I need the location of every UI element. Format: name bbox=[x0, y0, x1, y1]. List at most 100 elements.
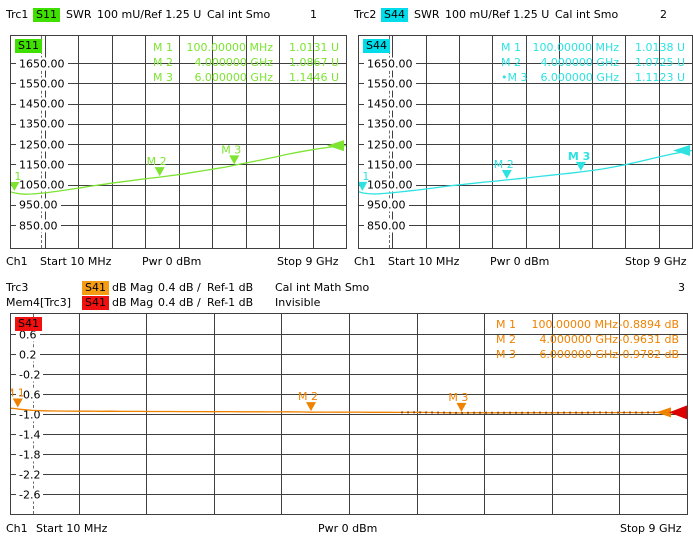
y-axis-tick-label: -0.2 bbox=[16, 368, 44, 381]
mem4-format: dB Mag bbox=[112, 296, 154, 309]
trace1-cal-status: Cal int Smo bbox=[207, 8, 271, 21]
marker-frequency: 100.00000 MHz bbox=[186, 41, 273, 54]
trc1-marker-M2-triangle[interactable] bbox=[154, 167, 165, 177]
trace2-power: Pwr 0 dBm bbox=[490, 255, 550, 268]
trc3-marker-M3-triangle[interactable] bbox=[456, 402, 467, 412]
gridline-horizontal bbox=[11, 103, 346, 105]
trc1-marker-M3-triangle[interactable] bbox=[229, 155, 240, 165]
mem4-visibility-status: Invisible bbox=[275, 296, 321, 309]
trc3-end-arrow-icon bbox=[656, 407, 671, 418]
trace1-format: SWR bbox=[66, 8, 92, 21]
trace3-stop-freq: Stop 9 GHz bbox=[620, 522, 682, 535]
mem4-name[interactable]: Mem4[Trc3] bbox=[6, 296, 71, 309]
trace3-plot-area: S41 0.6 0.2 -0.2 -0.6 -1.0 -1.4 -1.8 -2.2 -2.6 M … bbox=[10, 313, 688, 515]
marker-frequency: 4.000000 GHz bbox=[540, 56, 619, 69]
marker-frequency: 4.000000 GHz bbox=[539, 333, 618, 346]
gridline-horizontal bbox=[11, 374, 687, 375]
marker-value: 1.1123 U bbox=[634, 71, 685, 84]
channel3-number: 3 bbox=[678, 281, 685, 294]
mem4-scale: 0.4 dB / bbox=[158, 296, 201, 309]
marker-table-row: M 2 4.000000 GHz 1.0867 U bbox=[11, 56, 346, 71]
gridline-horizontal bbox=[359, 83, 692, 85]
y-axis-tick-label: 1550.00 bbox=[364, 77, 416, 91]
y-axis-tick-label: 1650.00 bbox=[16, 57, 68, 70]
gridline-horizontal bbox=[11, 454, 687, 455]
y-axis-tick-label: 1350.00 bbox=[16, 117, 68, 131]
marker-name: M 2 bbox=[153, 56, 173, 69]
marker-name: M 2 bbox=[496, 333, 516, 346]
gridline-vertical bbox=[245, 36, 247, 248]
mem4-param-badge[interactable]: S41 bbox=[82, 296, 109, 310]
trace3-param-badge[interactable]: S41 bbox=[82, 281, 109, 295]
marker-frequency: 100.00000 MHz bbox=[531, 318, 618, 331]
gridline-vertical bbox=[212, 36, 213, 248]
y-axis-tick-label: -1.8 bbox=[16, 448, 44, 461]
trc3-marker-M1-triangle[interactable] bbox=[12, 398, 23, 408]
trc2-marker-M3-triangle[interactable] bbox=[575, 161, 586, 171]
marker-frequency: 6.000000 GHz bbox=[539, 348, 618, 361]
gridline-vertical bbox=[145, 36, 146, 248]
trace2-format: SWR bbox=[414, 8, 440, 21]
trc2-trace-line bbox=[359, 149, 692, 195]
trace2-param-badge[interactable]: S44 bbox=[381, 8, 408, 22]
marker-table-row: M 3 6.000000 GHz 1.1446 U bbox=[11, 71, 346, 86]
marker-value: -0.8894 dB bbox=[618, 318, 679, 331]
gridline-horizontal bbox=[11, 474, 687, 475]
gridline-horizontal bbox=[359, 103, 692, 105]
trc1-marker-M1-triangle[interactable] bbox=[11, 181, 20, 191]
channel1-label: Ch1 bbox=[6, 255, 28, 268]
gridline-vertical bbox=[458, 36, 460, 248]
gridline-vertical bbox=[525, 36, 527, 248]
y-axis-tick-label: 1050.00 bbox=[364, 178, 416, 192]
mem4-ref: Ref-1 dB bbox=[207, 296, 254, 309]
trc1-marker-M3-label: M 3 bbox=[221, 143, 241, 156]
y-axis-tick-label: 1450.00 bbox=[364, 97, 416, 111]
gridline-horizontal bbox=[359, 144, 692, 145]
gridline-vertical bbox=[312, 36, 314, 248]
trc2-marker-M1-triangle[interactable] bbox=[359, 181, 368, 191]
y-axis-tick-label: 1050.00 bbox=[16, 178, 68, 192]
trace1-param-badge[interactable]: S11 bbox=[33, 8, 60, 22]
marker-name: M 3 bbox=[153, 71, 173, 84]
trc2-marker-M2-label: M 2 bbox=[494, 158, 514, 171]
marker-table-row: M 3 6.000000 GHz -0.9782 dB bbox=[11, 348, 687, 363]
trace2-plot-area: S44 1650.00 1550.00 1450.00 1350.00 1250.00 1… bbox=[358, 35, 693, 249]
y-axis-tick-label: 1250.00 bbox=[364, 138, 416, 151]
gridline-horizontal bbox=[11, 63, 346, 64]
trc3-trace-svg: M 1 M 2 M 3 bbox=[11, 386, 687, 420]
trc2-trace-svg: M 1 M 2 M 3 bbox=[359, 144, 692, 195]
trc3-marker-M3-label: M 3 bbox=[448, 391, 468, 404]
trace2-name[interactable]: Trc2 bbox=[354, 8, 377, 21]
trace1-ref: Ref 1.25 U bbox=[144, 8, 202, 21]
gridline-vertical bbox=[178, 36, 180, 248]
marker-frequency: 6.000000 GHz bbox=[194, 71, 273, 84]
gridline-horizontal bbox=[359, 63, 692, 64]
gridline-vertical bbox=[78, 36, 79, 248]
marker-table-row: M 2 4.000000 GHz -0.9631 dB bbox=[11, 333, 687, 348]
trc3-marker-M2-triangle[interactable] bbox=[306, 402, 317, 412]
gridline-horizontal bbox=[11, 394, 687, 395]
marker-table-row: M 1 100.00000 MHz 1.0138 U bbox=[359, 41, 692, 56]
trace2-ref: Ref 1.25 U bbox=[492, 8, 550, 21]
trc1-end-arrow-icon bbox=[327, 140, 344, 152]
trc2-marker-M2-triangle[interactable] bbox=[501, 169, 512, 179]
y-axis-tick-label: 1150.00 bbox=[364, 158, 416, 172]
gridline-horizontal bbox=[11, 414, 687, 415]
trace3-name[interactable]: Trc3 bbox=[6, 281, 29, 294]
marker-table-row: •M 3 6.000000 GHz 1.1123 U bbox=[359, 71, 692, 86]
y-axis-tick-label: -2.6 bbox=[16, 488, 44, 501]
gridline-horizontal bbox=[11, 354, 687, 355]
trace1-stop-freq: Stop 9 GHz bbox=[277, 255, 339, 268]
marker-value: 1.0867 U bbox=[288, 56, 339, 69]
trace3-power: Pwr 0 dBm bbox=[318, 522, 378, 535]
gridline-horizontal bbox=[359, 164, 692, 166]
mem4-end-arrow-icon bbox=[669, 405, 687, 420]
y-axis-tick-label: 950.00 bbox=[364, 198, 409, 212]
gridline-horizontal bbox=[11, 334, 687, 335]
trace1-name[interactable]: Trc1 bbox=[6, 8, 29, 21]
trace2-corner-label: S44 bbox=[363, 39, 390, 53]
trc1-marker-M2-label: M 2 bbox=[147, 155, 167, 168]
trc3-marker-M1-label: M 1 bbox=[11, 386, 25, 399]
gridline-horizontal bbox=[11, 225, 346, 226]
